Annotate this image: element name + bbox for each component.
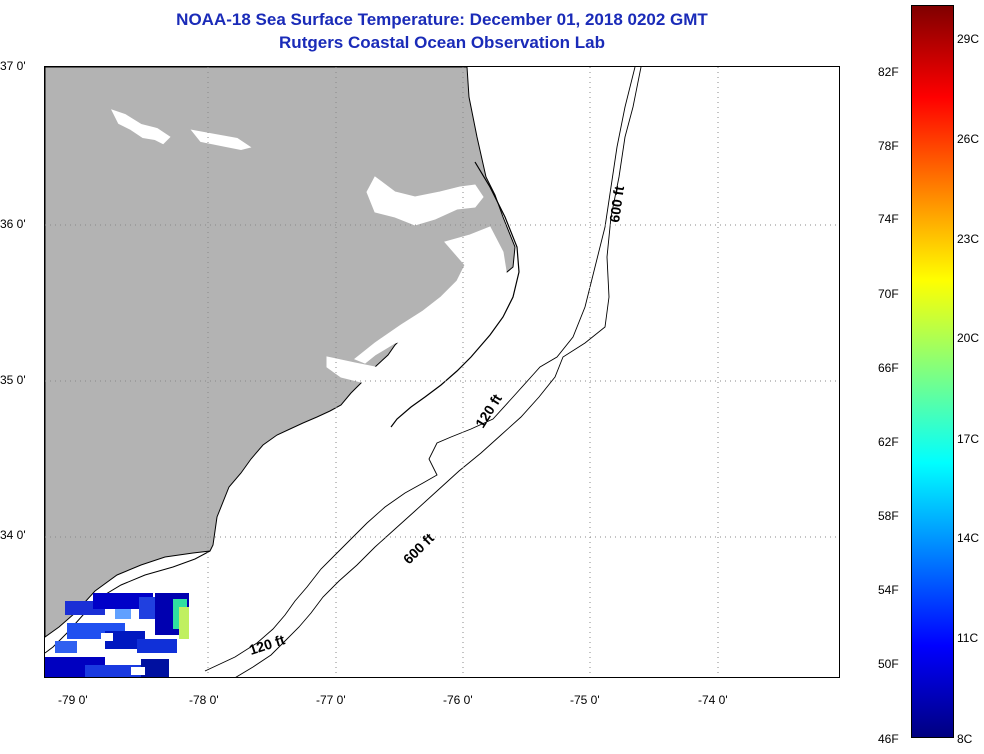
temperature-colorbar	[911, 5, 954, 738]
contour-120ft	[204, 67, 636, 672]
longitude-label-78: -78 0'	[189, 693, 219, 707]
colorbar-label-14c: 14C	[957, 531, 980, 545]
colorbar-label-66f: 66F	[878, 361, 899, 375]
inland-lakes	[111, 109, 252, 151]
map-subtitle: Rutgers Coastal Ocean Observation Lab	[279, 33, 605, 52]
longitude-label-79: -79 0'	[58, 693, 88, 707]
longitude-label-75: -75 0'	[570, 693, 600, 707]
colorbar-label-62f: 62F	[878, 435, 899, 449]
neuse-river	[326, 356, 398, 386]
colorbar-label-29c: 29C	[957, 32, 980, 46]
map-title: NOAA-18 Sea Surface Temperature: Decembe…	[176, 10, 708, 29]
longitude-label-77: -77 0'	[316, 693, 346, 707]
latitude-label-34: 34 0'	[0, 528, 26, 542]
colorbar-label-58f: 58F	[878, 509, 899, 523]
lat-lon-grid	[45, 67, 839, 677]
colorbar-label-46f: 46F	[878, 732, 899, 746]
colorbar-label-70f: 70F	[878, 287, 899, 301]
colorbar-label-11c: 11C	[957, 631, 979, 645]
map-canvas: 600 ft 120 ft 600 ft 120 ft	[45, 67, 839, 677]
colorbar-label-78f: 78F	[878, 139, 899, 153]
sst-data-pixels	[45, 593, 189, 677]
longitude-label-76: -76 0'	[443, 693, 473, 707]
colorbar-label-23c: 23C	[957, 232, 980, 246]
latitude-label-37: 37 0'	[0, 59, 26, 73]
contour-label-600ft-north: 600 ft	[606, 185, 627, 224]
coastline	[45, 550, 211, 654]
contour-label-120ft-south: 120 ft	[247, 631, 287, 658]
colorbar-label-54f: 54F	[878, 583, 899, 597]
colorbar-label-82f: 82F	[878, 65, 899, 79]
latitude-label-35: 35 0'	[0, 373, 26, 387]
colorbar-label-26c: 26C	[957, 132, 980, 146]
colorbar-label-50f: 50F	[878, 657, 899, 671]
colorbar-label-17c: 17C	[957, 432, 980, 446]
land-mass	[45, 67, 516, 638]
colorbar-label-20c: 20C	[957, 331, 980, 345]
albemarle-sound	[366, 176, 484, 226]
barrier-islands	[390, 161, 520, 428]
latitude-label-36: 36 0'	[0, 217, 26, 231]
contour-label-600ft-south: 600 ft	[400, 530, 437, 567]
sst-map: 600 ft 120 ft 600 ft 120 ft	[44, 66, 840, 678]
pamlico-sound	[354, 226, 508, 364]
colorbar-label-74f: 74F	[878, 212, 899, 226]
longitude-label-74: -74 0'	[698, 693, 728, 707]
contour-600ft	[235, 67, 642, 677]
colorbar-label-8c: 8C	[957, 732, 973, 746]
